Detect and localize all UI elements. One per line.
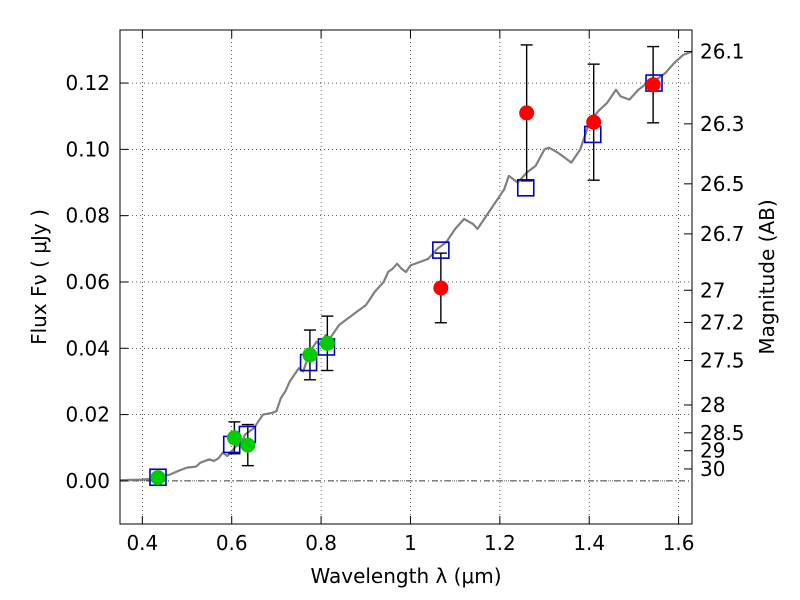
y-tick-label: 0.00 bbox=[65, 469, 110, 493]
y-tick-label: 0.06 bbox=[65, 270, 110, 294]
y2-tick-label: 26.7 bbox=[700, 222, 745, 246]
observed-nir-point bbox=[586, 114, 602, 130]
ticks bbox=[120, 30, 692, 524]
y-tick-label: 0.12 bbox=[65, 71, 110, 95]
x-tick-label: 1.6 bbox=[663, 531, 695, 555]
y-tick-label: 0.02 bbox=[65, 403, 110, 427]
observed-optical-point bbox=[319, 335, 335, 351]
model-photometry-square bbox=[516, 179, 535, 197]
x-tick-label: 1 bbox=[404, 531, 417, 555]
y2-tick-label: 28.5 bbox=[700, 421, 745, 445]
observed-optical-point bbox=[240, 437, 256, 453]
y2-axis-label: Magnitude (AB) bbox=[755, 199, 779, 354]
observed-nir-point bbox=[433, 280, 449, 296]
y-tick-label: 0.04 bbox=[65, 336, 110, 360]
observed-optical-point bbox=[226, 430, 242, 446]
y2-tick-label: 26.1 bbox=[700, 40, 745, 64]
x-tick-labels: 0.4 0.6 0.8 1 1.2 1.4 1.6 bbox=[126, 531, 694, 555]
observed-nir-point bbox=[519, 105, 535, 121]
x-tick-label: 0.6 bbox=[216, 531, 248, 555]
observed-nir-point bbox=[645, 77, 661, 93]
y2-tick-label: 30 bbox=[700, 457, 725, 481]
x-tick-label: 1.4 bbox=[573, 531, 605, 555]
y-axis-label: Flux Fν ( μJy ) bbox=[27, 209, 51, 345]
plot-frame bbox=[119, 29, 693, 525]
y2-tick-label: 27.2 bbox=[700, 310, 745, 334]
model-photometry-square bbox=[432, 241, 450, 259]
y2-tick-label: 29 bbox=[700, 439, 725, 463]
y2-tick-label: 26.3 bbox=[700, 112, 745, 136]
markers bbox=[149, 74, 663, 487]
y2-tick-label: 27.5 bbox=[700, 349, 745, 373]
observed-optical-point bbox=[302, 347, 318, 363]
x-tick-label: 0.8 bbox=[305, 531, 337, 555]
y-tick-label: 0.08 bbox=[65, 204, 110, 228]
y-tick-label: 0.10 bbox=[65, 137, 110, 161]
model-photometry-square bbox=[149, 468, 167, 487]
x-axis-label: Wavelength λ (μm) bbox=[310, 564, 501, 588]
y2-tick-label: 27 bbox=[700, 278, 725, 302]
observed-optical-point bbox=[150, 470, 166, 486]
grid bbox=[120, 30, 692, 524]
y-tick-labels: 0.00 0.02 0.04 0.06 0.08 0.10 0.12 bbox=[65, 71, 110, 493]
y2-tick-label: 26.5 bbox=[700, 172, 745, 196]
x-tick-label: 0.4 bbox=[126, 531, 158, 555]
y2-tick-label: 28 bbox=[700, 393, 725, 417]
x-tick-label: 1.2 bbox=[484, 531, 516, 555]
